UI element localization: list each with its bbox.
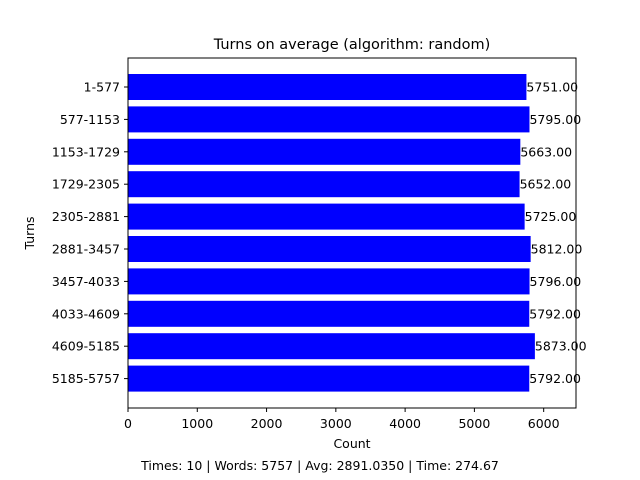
y-axis-label: Turns (22, 216, 37, 250)
y-tick-label: 1-577 (84, 80, 120, 95)
y-tick-label: 4033-4609 (52, 306, 120, 321)
y-tick-label: 5185-5757 (52, 371, 120, 386)
x-tick-label: 4000 (389, 416, 421, 431)
bar (128, 138, 521, 165)
y-tick-label: 2305-2881 (52, 209, 120, 224)
bar (128, 171, 520, 198)
bar-value-label: 5652.00 (520, 177, 572, 192)
x-axis-label: Count (333, 436, 370, 451)
y-axis-ticks: 1-577 577-1153 1153-1729 1729-2305 2305-2881… (52, 80, 128, 386)
value-label-group: 5751.00 5795.00 5663.00 5652.00 5725.00 5812.… (520, 80, 587, 387)
bar (128, 236, 531, 262)
x-tick-label: 5000 (458, 416, 490, 431)
y-tick-label: 577-1153 (60, 112, 120, 127)
bar-value-label: 5873.00 (535, 339, 587, 354)
bar-value-label: 5751.00 (526, 80, 578, 95)
bar-value-label: 5792.00 (529, 371, 581, 386)
y-tick-label: 2881-3457 (52, 242, 120, 257)
bar (128, 268, 530, 295)
bar-value-label: 5796.00 (530, 274, 582, 289)
bar (128, 106, 530, 133)
bar-value-label: 5812.00 (531, 242, 583, 257)
x-axis-ticks: 0 1000 2000 3000 4000 5000 6000 (124, 408, 560, 431)
bar (128, 74, 527, 100)
bar-value-label: 5663.00 (520, 144, 572, 159)
x-tick-label: 0 (124, 416, 132, 431)
bar (128, 300, 530, 327)
bar (128, 203, 525, 230)
bar-value-label: 5795.00 (529, 112, 581, 127)
x-tick-label: 1000 (181, 416, 213, 431)
x-tick-label: 2000 (251, 416, 283, 431)
x-tick-label: 6000 (528, 416, 560, 431)
bar (128, 365, 530, 392)
bar-group (128, 74, 535, 392)
footer-stats: Times: 10 | Words: 5757 | Avg: 2891.0350… (141, 458, 499, 473)
bar-value-label: 5725.00 (525, 209, 577, 224)
y-tick-label: 1153-1729 (52, 144, 120, 159)
y-tick-label: 3457-4033 (52, 274, 120, 289)
plot-frame (127, 57, 577, 409)
y-tick-label: 1729-2305 (52, 177, 120, 192)
bar (128, 333, 535, 360)
x-tick-label: 3000 (320, 416, 352, 431)
bar-value-label: 5792.00 (529, 306, 581, 321)
chart-title: Turns on average (algorithm: random) (213, 37, 491, 53)
y-tick-label: 4609-5185 (52, 339, 120, 354)
